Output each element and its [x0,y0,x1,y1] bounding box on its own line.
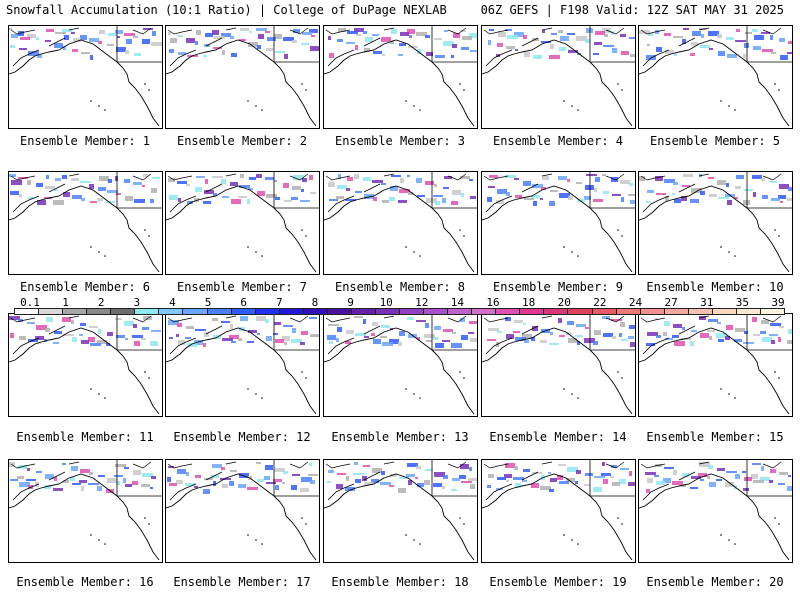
colorbar-tick-label: 9 [347,296,354,309]
ensemble-member-map [481,459,636,563]
colorbar-swatch [86,308,112,315]
colorbar-swatch [134,308,160,315]
colorbar-tick-label: 31 [700,296,714,309]
ensemble-member-label: Ensemble Member: 1 [19,134,151,148]
ensemble-member-map [481,25,636,129]
colorbar-swatch [639,308,665,315]
colorbar-tick-label: 4 [169,296,176,309]
colorbar-tick-label: 27 [664,296,678,309]
colorbar-swatch [687,308,713,315]
ensemble-member-label: Ensemble Member: 2 [176,134,308,148]
colorbar-swatch [38,308,64,315]
snowfall-colorbar [14,308,785,317]
ensemble-member-map [165,25,320,129]
ensemble-member-map [8,25,163,129]
colorbar-swatch [543,308,569,315]
model-run-info: 06Z GEFS | F198 Valid: 12Z SAT MAY 31 20… [480,3,784,17]
ensemble-member-map [165,459,320,563]
colorbar-swatch [62,308,88,315]
colorbar-tick-label: 2 [97,296,105,309]
colorbar-tick-label: 10 [379,296,393,309]
colorbar-swatch [326,308,352,315]
ensemble-member-label: Ensemble Member: 17 [173,575,311,589]
colorbar-swatch [302,308,328,315]
colorbar-swatch [519,308,545,315]
colorbar-swatch [663,308,689,315]
ensemble-member-map [638,25,793,129]
colorbar-swatch [711,308,737,315]
ensemble-member-label: Ensemble Member: 18 [331,575,469,589]
colorbar-tick-label: 24 [628,296,643,309]
ensemble-member-map [481,171,636,275]
ensemble-member-map [323,25,478,129]
colorbar-swatch [591,308,617,315]
ensemble-member-map [8,313,163,417]
ensemble-member-label: Ensemble Member: 13 [331,430,469,444]
colorbar-swatch [350,308,376,315]
colorbar-swatch [495,308,521,315]
colorbar-swatch [230,308,256,315]
ensemble-member-map [638,313,793,417]
ensemble-member-label: Ensemble Member: 9 [492,280,624,294]
colorbar-swatch [759,308,785,315]
colorbar-tick-label: 5 [204,296,212,309]
ensemble-member-map [8,459,163,563]
ensemble-member-label: Ensemble Member: 4 [492,134,624,148]
colorbar-tick-label: 0.1 [20,296,40,309]
colorbar-swatch [110,308,136,315]
colorbar-tick-label: 20 [557,296,571,309]
colorbar-swatch [447,308,473,315]
colorbar-tick-label: 39 [771,296,785,309]
colorbar-swatch [615,308,641,315]
colorbar-tick-label: 1 [62,296,69,309]
colorbar-swatch [374,308,400,315]
ensemble-member-label: Ensemble Member: 10 [646,280,784,294]
ensemble-member-map [8,171,163,275]
ensemble-member-label: Ensemble Member: 3 [334,134,466,148]
colorbar-tick-label: 6 [240,296,248,309]
ensemble-member-map [638,171,793,275]
ensemble-member-label: Ensemble Member: 16 [16,575,154,589]
colorbar-swatch [278,308,304,315]
ensemble-member-label: Ensemble Member: 7 [176,280,308,294]
colorbar-tick-label: 7 [276,296,283,309]
colorbar-swatch [158,308,184,315]
ensemble-member-map [481,313,636,417]
ensemble-member-map [323,171,478,275]
colorbar-tick-label: 16 [486,296,500,309]
colorbar-tick-label: 22 [593,296,607,309]
colorbar-swatch [206,308,232,315]
ensemble-member-map [323,313,478,417]
colorbar-swatch [471,308,497,315]
ensemble-member-label: Ensemble Member: 14 [489,430,627,444]
colorbar-tick-label: 35 [735,296,749,309]
ensemble-member-label: Ensemble Member: 15 [646,430,784,444]
ensemble-member-label: Ensemble Member: 12 [173,430,311,444]
colorbar-tick-labels: 0.1 1 2 3 4 5 6 7 8 9 10 12 14 16 18 20 22 24 27 31 35 39 [14,296,785,309]
colorbar-swatch [14,308,40,315]
ensemble-member-label: Ensemble Member: 6 [19,280,151,294]
ensemble-member-map [165,171,320,275]
ensemble-member-map [323,459,478,563]
ensemble-member-label: Ensemble Member: 20 [646,575,784,589]
colorbar-swatch [182,308,208,315]
ensemble-member-label: Ensemble Member: 11 [16,430,154,444]
colorbar-tick-label: 14 [450,296,465,309]
colorbar-tick-label: 12 [415,296,429,309]
ensemble-member-map [638,459,793,563]
ensemble-member-label: Ensemble Member: 19 [489,575,627,589]
colorbar-swatch [399,308,425,315]
ensemble-member-label: Ensemble Member: 8 [334,280,466,294]
ensemble-member-label: Ensemble Member: 5 [649,134,781,148]
ensemble-member-map [165,313,320,417]
colorbar-tick-label: 8 [311,296,319,309]
colorbar-swatch [423,308,449,315]
colorbar-tick-label: 18 [522,296,536,309]
colorbar-swatch [735,308,761,315]
chart-title: Snowfall Accumulation (10:1 Ratio) | Col… [6,3,447,17]
colorbar-swatch [567,308,593,315]
colorbar-tick-label: 3 [133,296,141,309]
colorbar-swatch [254,308,280,315]
